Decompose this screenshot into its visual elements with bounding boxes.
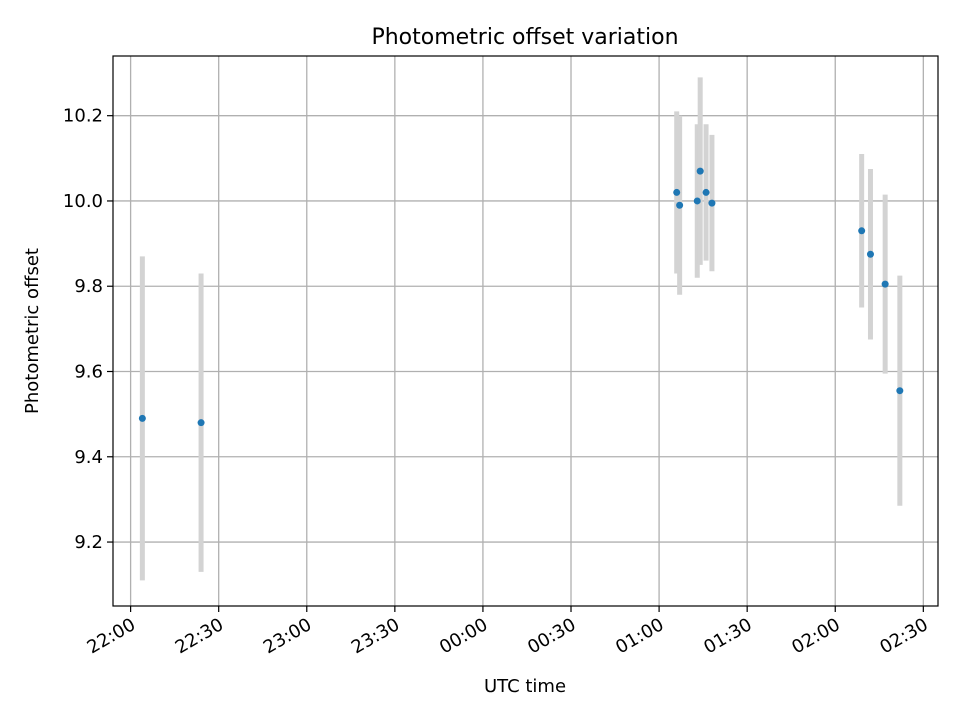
x-tick-label: 02:30: [876, 614, 931, 658]
error-bars: [139, 77, 903, 581]
data-point: [881, 280, 889, 288]
x-tick-label: 02:00: [788, 614, 843, 658]
x-tick-label: 00:00: [436, 614, 491, 658]
x-tick-label: 01:30: [700, 614, 755, 658]
y-tick-label: 10.0: [63, 191, 103, 212]
data-points: [138, 167, 904, 427]
y-tick-label: 9.2: [74, 532, 103, 553]
y-tick-label: 9.8: [74, 276, 103, 297]
x-tick-label: 23:30: [348, 614, 403, 658]
chart-title: Photometric offset variation: [371, 25, 678, 50]
data-point: [896, 387, 904, 395]
y-axis-ticks: 9.2 9.4 9.6 9.8 10.0 10.2: [63, 106, 113, 553]
x-tick-label: 00:30: [524, 614, 579, 658]
x-tick-label: 01:00: [612, 614, 667, 658]
plot-frame: [112, 55, 939, 607]
data-point: [708, 199, 716, 207]
data-point: [702, 188, 710, 196]
x-axis-ticks: 22:00 22:30 23:00 23:30 00:00 00:30 01:00 01:30…: [84, 606, 932, 658]
data-point: [858, 227, 866, 235]
data-point: [673, 188, 681, 196]
x-tick-label: 22:00: [84, 614, 139, 658]
y-tick-label: 9.4: [74, 447, 103, 468]
data-point: [693, 197, 701, 205]
x-axis-label: UTC time: [484, 676, 566, 697]
grid: [113, 56, 938, 606]
data-point: [197, 419, 205, 427]
y-tick-label: 9.6: [74, 362, 103, 383]
x-tick-label: 23:00: [260, 614, 315, 658]
x-tick-label: 22:30: [172, 614, 227, 658]
data-point: [696, 167, 704, 175]
data-point: [866, 250, 874, 258]
y-axis-label: Photometric offset: [22, 248, 43, 414]
y-tick-label: 10.2: [63, 106, 103, 127]
data-point: [676, 201, 684, 209]
data-point: [138, 414, 146, 422]
